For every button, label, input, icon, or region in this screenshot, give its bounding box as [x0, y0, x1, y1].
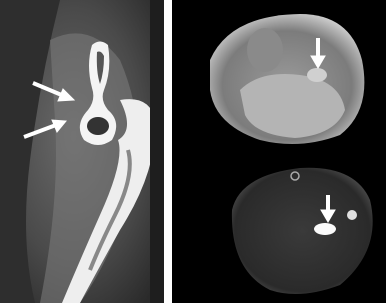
mri-panel	[172, 0, 386, 303]
divider	[164, 0, 172, 303]
arrow	[320, 195, 336, 223]
arrow	[310, 38, 326, 69]
ct-panel	[0, 0, 164, 303]
arrow	[32, 81, 76, 102]
arrow	[23, 119, 67, 139]
